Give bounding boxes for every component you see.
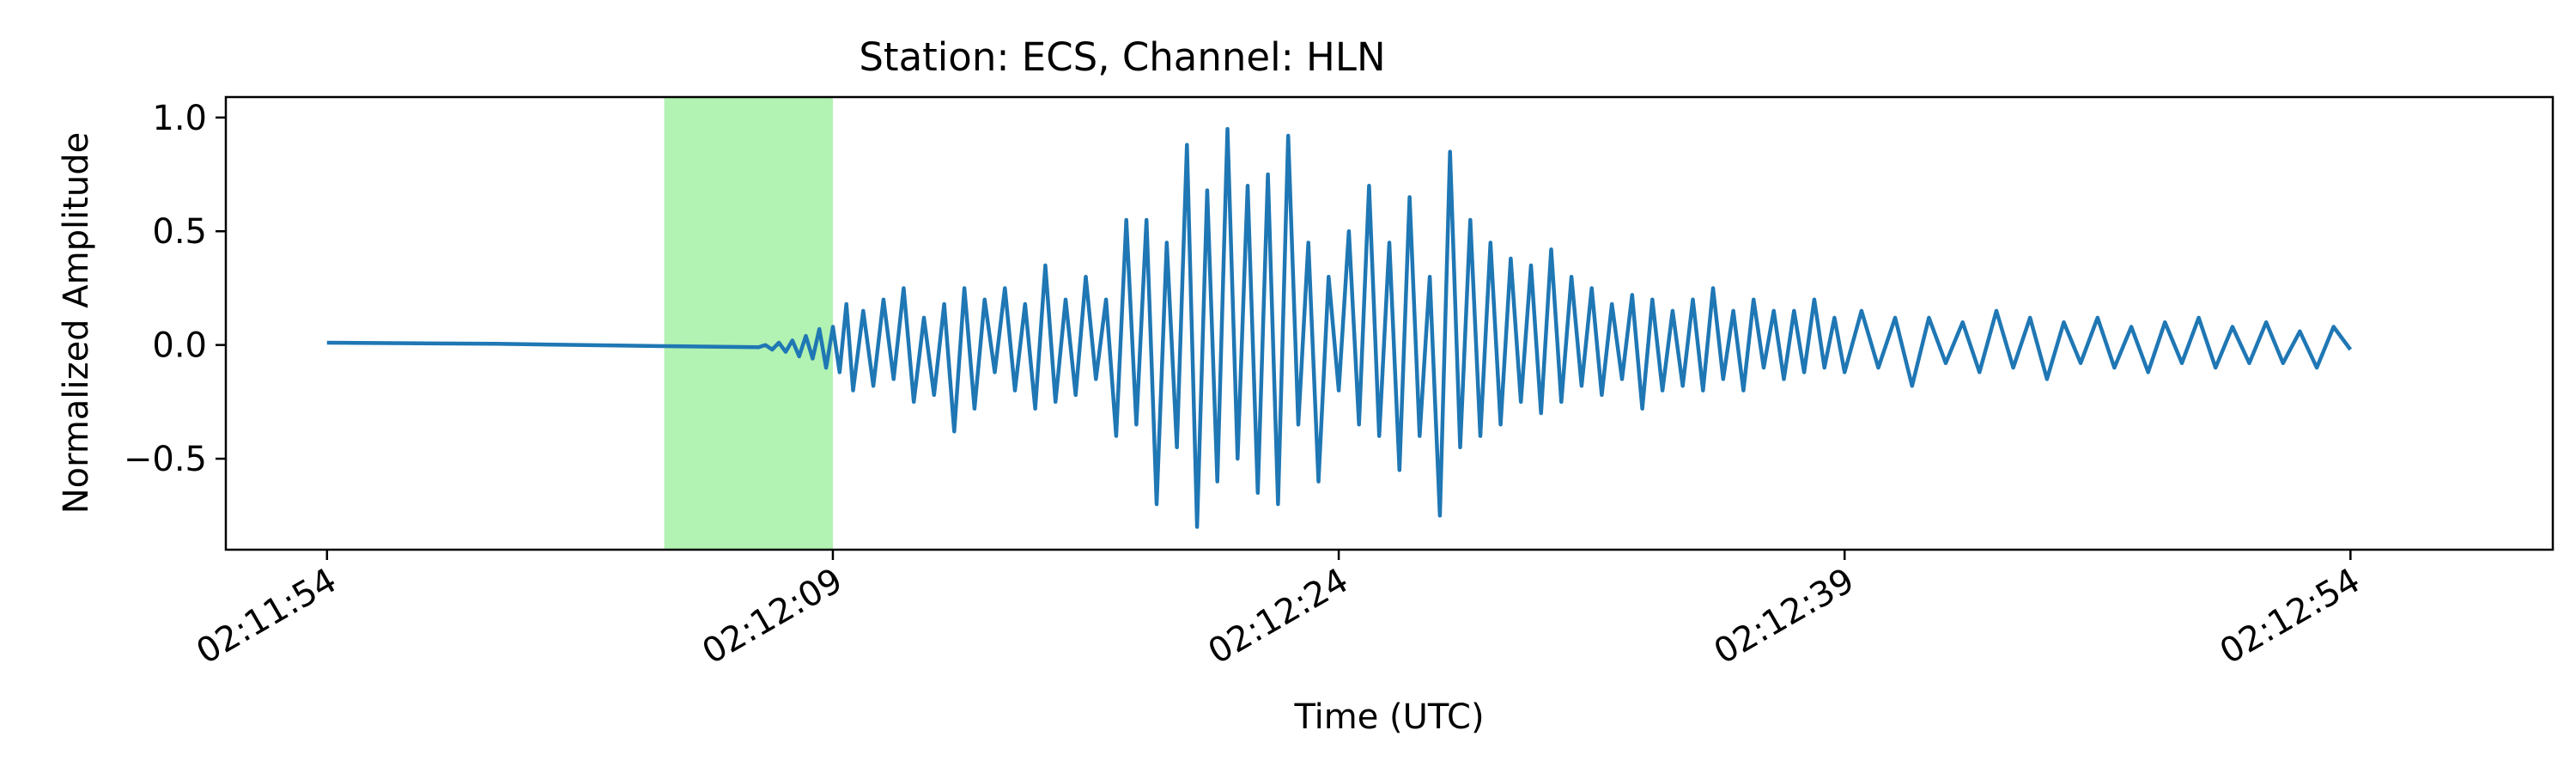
plot-frame bbox=[224, 95, 2555, 551]
plot-area bbox=[224, 95, 2555, 551]
x-axis-label: Time (UTC) bbox=[1293, 697, 1484, 737]
y-tick-label: 0.0 bbox=[152, 326, 207, 366]
y-axis-label: Normalized Amplitude bbox=[57, 132, 96, 514]
y-axis: −0.5 0.0 0.5 1.0 bbox=[124, 99, 226, 479]
y-tick-label: −0.5 bbox=[124, 440, 207, 479]
highlight-window bbox=[664, 97, 833, 550]
waveform-line bbox=[326, 126, 2353, 529]
y-tick-label: 0.5 bbox=[152, 212, 207, 252]
chart-title: Station: ECS, Channel: HLN bbox=[859, 34, 1385, 80]
y-tick-label: 1.0 bbox=[152, 99, 207, 138]
